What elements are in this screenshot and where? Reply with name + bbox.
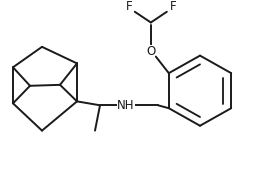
Text: F: F — [125, 0, 132, 13]
Text: O: O — [146, 45, 155, 58]
Text: F: F — [170, 0, 176, 13]
Text: NH: NH — [117, 99, 135, 112]
